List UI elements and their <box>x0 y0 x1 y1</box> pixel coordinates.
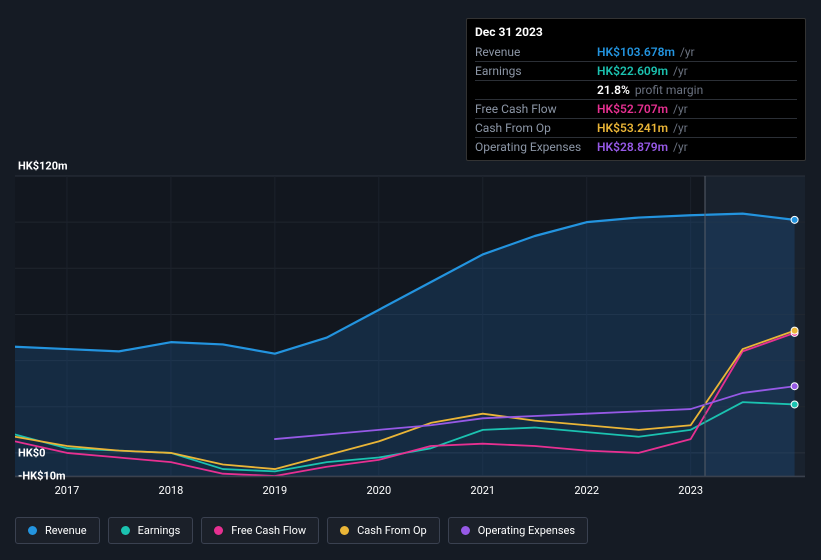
x-tick: 2020 <box>366 484 391 497</box>
legend: Revenue Earnings Free Cash Flow Cash From O… <box>15 517 588 544</box>
financial-chart[interactable]: HK$120m HK$0 -HK$10m 2017 2018 2019 2020 2021 2… <box>15 158 805 553</box>
legend-item[interactable]: Earnings <box>108 517 194 544</box>
x-tick: 2023 <box>678 484 703 497</box>
legend-label: Operating Expenses <box>478 524 575 537</box>
x-tick: 2021 <box>470 484 495 497</box>
x-tick: 2018 <box>159 484 184 497</box>
tooltip-row-suffix: /yr <box>670 102 688 116</box>
tooltip-row-suffix: /yr <box>670 121 688 135</box>
tooltip-row-value: HK$22.609m <box>597 64 668 78</box>
legend-item[interactable]: Operating Expenses <box>448 517 588 544</box>
x-tick: 2022 <box>574 484 599 497</box>
legend-swatch <box>461 526 470 535</box>
legend-swatch <box>121 526 130 535</box>
tooltip-row-label: Cash From Op <box>475 121 585 135</box>
tooltip-row-suffix: profit margin <box>632 83 703 97</box>
tooltip-row-suffix: /yr <box>670 64 688 78</box>
y-tick: HK$0 <box>18 446 45 459</box>
tooltip-date: Dec 31 2023 <box>475 25 797 39</box>
tooltip-row-value: HK$52.707m <box>597 102 668 116</box>
tooltip-row-label: Operating Expenses <box>475 140 585 154</box>
legend-label: Revenue <box>45 524 87 537</box>
tooltip-row-value: HK$28.879m <box>597 140 668 154</box>
tooltip-row: Operating Expenses HK$28.879m /yr <box>475 137 797 156</box>
y-tick: -HK$10m <box>18 470 66 483</box>
tooltip-row: Earnings HK$22.609m /yr <box>475 61 797 80</box>
legend-swatch <box>28 526 37 535</box>
y-tick: HK$120m <box>18 160 68 173</box>
legend-label: Free Cash Flow <box>231 524 306 537</box>
tooltip-row-label: Earnings <box>475 64 585 78</box>
tooltip-row-label: Free Cash Flow <box>475 102 585 116</box>
legend-label: Cash From Op <box>357 524 427 537</box>
x-tick: 2017 <box>55 484 80 497</box>
x-tick: 2019 <box>262 484 287 497</box>
legend-item[interactable]: Revenue <box>15 517 100 544</box>
legend-item[interactable]: Cash From Op <box>327 517 440 544</box>
legend-swatch <box>214 526 223 535</box>
tooltip-row-value: HK$103.678m <box>597 45 675 59</box>
tooltip-row: Revenue HK$103.678m /yr <box>475 43 797 61</box>
tooltip-row-label: Revenue <box>475 45 585 59</box>
legend-item[interactable]: Free Cash Flow <box>201 517 319 544</box>
tooltip-row-suffix: /yr <box>670 140 688 154</box>
tooltip-row-value: HK$53.241m <box>597 121 668 135</box>
legend-swatch <box>340 526 349 535</box>
legend-label: Earnings <box>138 524 181 537</box>
tooltip-row: Cash From Op HK$53.241m /yr <box>475 118 797 137</box>
tooltip-row-suffix: /yr <box>677 45 695 59</box>
tooltip-card: Dec 31 2023 RevenueHK$103.678m /yrEarnin… <box>466 18 806 161</box>
tooltip-row: Free Cash Flow HK$52.707m /yr <box>475 99 797 118</box>
tooltip-row-value: 21.8% <box>597 83 630 97</box>
tooltip-row: 21.8% profit margin <box>475 80 797 99</box>
